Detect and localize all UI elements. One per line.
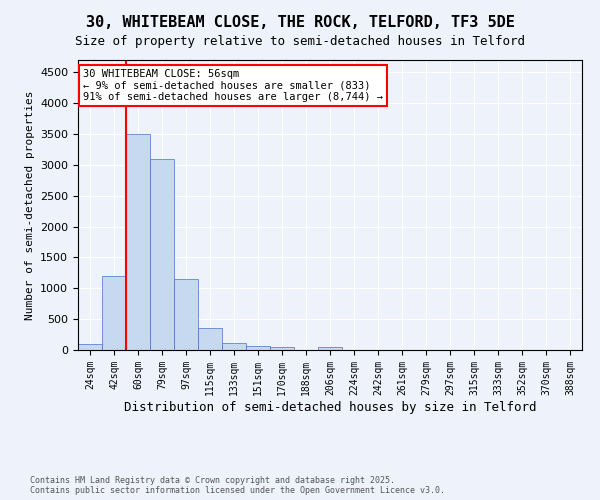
Text: Contains HM Land Registry data © Crown copyright and database right 2025.
Contai: Contains HM Land Registry data © Crown c… bbox=[30, 476, 445, 495]
Text: Size of property relative to semi-detached houses in Telford: Size of property relative to semi-detach… bbox=[75, 35, 525, 48]
Bar bbox=[102, 276, 126, 350]
Bar bbox=[246, 346, 270, 350]
Text: 30 WHITEBEAM CLOSE: 56sqm
← 9% of semi-detached houses are smaller (833)
91% of : 30 WHITEBEAM CLOSE: 56sqm ← 9% of semi-d… bbox=[83, 68, 383, 102]
Bar bbox=[150, 158, 174, 350]
Bar bbox=[126, 134, 150, 350]
Bar bbox=[318, 347, 342, 350]
Bar bbox=[198, 328, 222, 350]
Bar bbox=[78, 344, 102, 350]
Y-axis label: Number of semi-detached properties: Number of semi-detached properties bbox=[25, 90, 35, 320]
Bar bbox=[174, 279, 198, 350]
Text: 30, WHITEBEAM CLOSE, THE ROCK, TELFORD, TF3 5DE: 30, WHITEBEAM CLOSE, THE ROCK, TELFORD, … bbox=[86, 15, 514, 30]
Bar bbox=[222, 342, 246, 350]
X-axis label: Distribution of semi-detached houses by size in Telford: Distribution of semi-detached houses by … bbox=[124, 400, 536, 413]
Bar bbox=[270, 347, 294, 350]
